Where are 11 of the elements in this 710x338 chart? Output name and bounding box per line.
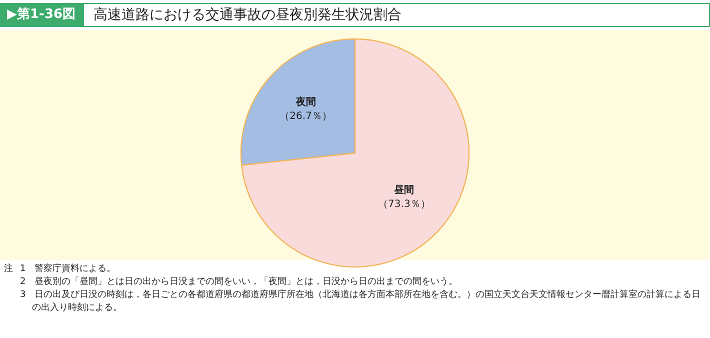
text: 1 警察庁資料による。 xyxy=(20,264,116,274)
slice-label: 夜間 xyxy=(294,96,316,108)
pie-slice xyxy=(241,38,470,268)
text: 3 日の出及び日没の時刻は，各日ごとの各都道府県の都道府県庁所在地（北海道は各方面本部所在地を含む。）の国立天文台天文情報センター暦計算室の計算による日の出入り時刻による。 xyxy=(19,289,702,315)
data-label: （73.3％） xyxy=(378,199,430,210)
data-label: （26.7％） xyxy=(280,110,332,122)
text: 2 昼夜別の「昼間」とは日の出から日没までの間をいい，「夜間」とは，日没から日の出までの間をいう。 xyxy=(19,276,459,289)
chart-title: 高速道路における交通事故の昼夜別発生状況割合 xyxy=(92,6,402,25)
text: ▶第1-36図 xyxy=(1,4,84,26)
slice-label: 昼間 xyxy=(393,184,414,196)
text: 注 xyxy=(4,263,13,276)
